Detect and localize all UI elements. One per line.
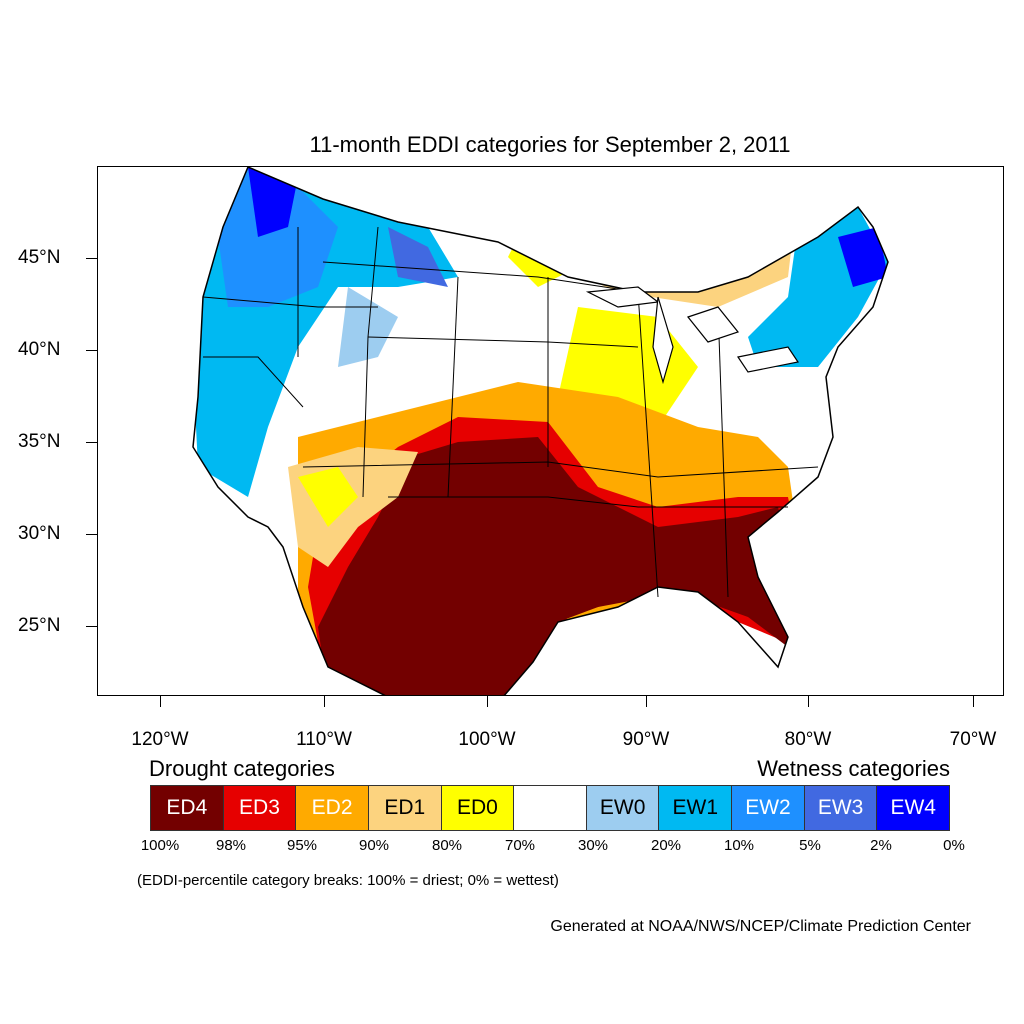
lat-label-45: 45°N [18,247,61,268]
pct-label: 0% [943,837,965,854]
category-note: (EDDI-percentile category breaks: 100% =… [137,872,559,889]
coastline [192,167,889,695]
pct-label: 98% [215,837,247,854]
state-boundaries [202,226,819,598]
lat-tick [86,626,97,627]
legend-swatch-ed2: ED2 [296,786,369,830]
pct-label: 5% [799,837,821,854]
pct-label: 10% [723,837,755,854]
credit-line: Generated at NOAA/NWS/NCEP/Climate Predi… [550,918,971,935]
lon-label-90: 90°W [622,729,670,750]
lon-label-110: 110°W [296,729,352,750]
legend-swatch-ed3: ED3 [223,786,297,830]
lon-label-70: 70°W [949,729,997,750]
category-shading [193,167,888,695]
legend-swatch-normal [514,786,587,830]
legend-swatch-ed0: ED0 [441,786,515,830]
lon-label-80: 80°W [784,729,832,750]
lon-tick [324,696,325,707]
eddi-map [97,166,1004,696]
lon-tick [646,696,647,707]
lon-tick [487,696,488,707]
legend-swatch-ew2: EW2 [732,786,805,830]
lat-tick [86,258,97,259]
great-lakes [585,286,799,385]
category-legend: ED4 ED3 ED2 ED1 ED0 EW0 EW1 EW2 EW3 EW4 [150,785,950,831]
drought-heading: Drought categories [149,756,335,781]
lon-tick [808,696,809,707]
lat-label-40: 40°N [18,339,61,360]
legend-swatch-ew4: EW4 [877,786,950,830]
lon-tick [973,696,974,707]
legend-swatch-ed1: ED1 [368,786,442,830]
pct-label: 95% [286,837,318,854]
pct-label: 2% [870,837,892,854]
pct-label: 20% [650,837,682,854]
map-canvas [192,167,889,695]
lat-label-25: 25°N [18,615,61,636]
pct-label: 70% [504,837,536,854]
wetness-heading: Wetness categories [757,756,950,781]
pct-label: 30% [577,837,609,854]
pct-label: 90% [358,837,390,854]
lat-tick [86,534,97,535]
legend-swatch-ew0: EW0 [586,786,660,830]
lat-tick [86,350,97,351]
lon-tick [160,696,161,707]
legend-swatch-ew1: EW1 [659,786,733,830]
legend-swatch-ed4: ED4 [151,786,224,830]
lat-tick [86,442,97,443]
map-title: 11-month EDDI categories for September 2… [309,132,791,157]
lon-label-100: 100°W [458,729,516,750]
pct-label: 80% [431,837,463,854]
pct-label: 100% [140,837,180,854]
legend-swatch-ew3: EW3 [804,786,878,830]
lon-label-120: 120°W [131,729,189,750]
lat-label-35: 35°N [18,431,61,452]
lat-label-30: 30°N [18,523,61,544]
